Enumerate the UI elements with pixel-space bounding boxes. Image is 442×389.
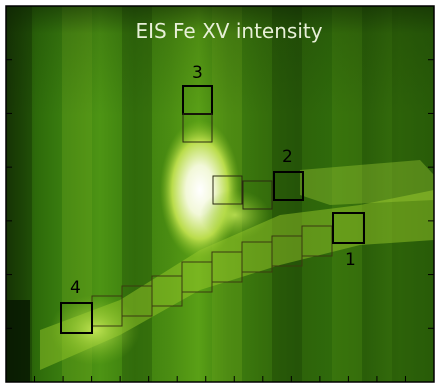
loop-1-box [332,212,365,244]
loop-label-2: 2 [282,147,293,167]
left-axis-ticks [6,59,12,329]
bottom-axis-ticks [34,376,406,382]
map-title: EIS Fe XV intensity [135,19,322,43]
loop-label-3: 3 [192,63,203,83]
intensity-raster [6,6,434,382]
loop-label-4: 4 [70,278,81,298]
loop-3-boxes [182,85,213,143]
right-axis-ticks [428,59,434,329]
loop-4-box [60,302,93,334]
loop-2-boxes [212,171,304,210]
loop-label-1: 1 [345,250,356,270]
plot-frame [5,5,435,383]
